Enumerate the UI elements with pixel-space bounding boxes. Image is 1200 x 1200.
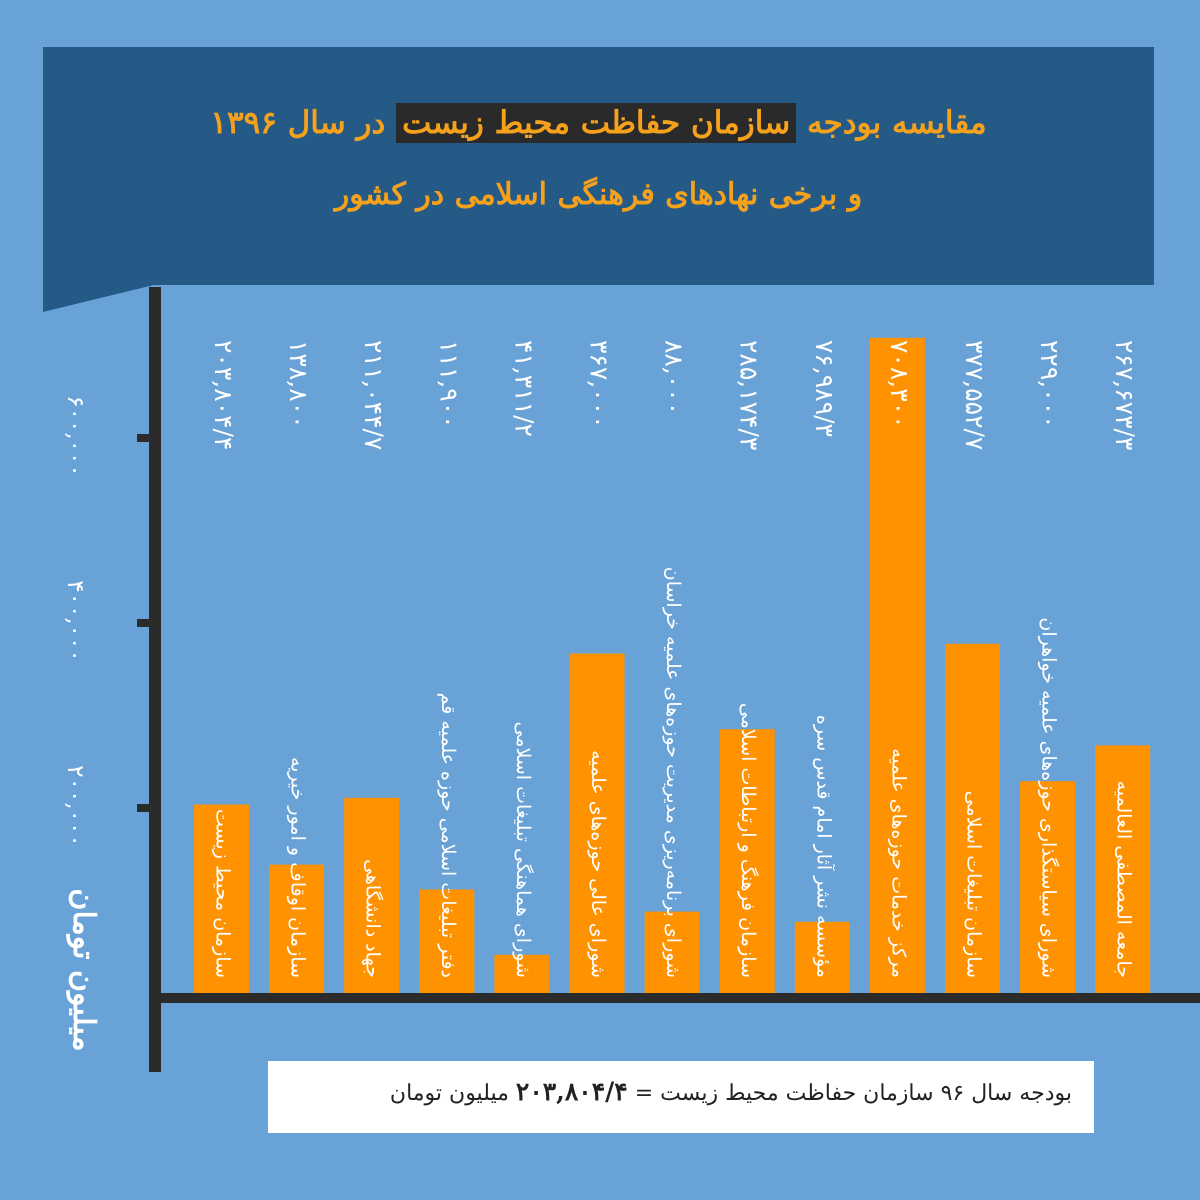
- category-label: شورای برنامه‌ریزی مدیریت حوزه‌های علمیه …: [662, 567, 684, 978]
- title-suffix: در سال ۱۳۹۶: [210, 105, 397, 141]
- bar: [419, 889, 475, 993]
- category-label: مؤسسه نشر آثار امام قدس سره: [812, 715, 835, 978]
- footnote-prefix: بودجه سال ۹۶ سازمان حفاظت محیط زیست =: [627, 1081, 1072, 1106]
- bar: [1095, 745, 1151, 993]
- data-label: ۳۶۷,۰۰۰: [585, 340, 614, 429]
- data-label: ۲۲۹,۰۰۰: [1035, 340, 1064, 429]
- y-tick-label: ۶۰۰,۰۰۰: [62, 395, 88, 476]
- category-label: سازمان محیط زیست: [212, 809, 234, 978]
- data-label: ۱۳۸,۸۰۰: [284, 340, 313, 429]
- data-label: ۲۸۵,۱۷۴/۳: [735, 340, 764, 450]
- bar: [494, 954, 550, 993]
- category-label: مرکز خدمات حوزه‌های علمیه: [887, 748, 909, 978]
- data-label: ۳۷۷,۵۵۲/۷: [960, 340, 989, 450]
- category-label: سازمان تبلیغات اسلامی: [963, 791, 985, 978]
- data-label: ۲۱۱,۰۴۴/۷: [359, 340, 388, 450]
- title-highlight: سازمان حفاظت محیط زیست: [396, 103, 797, 143]
- category-label: جامعه المصطفی العالمیه: [1113, 781, 1135, 978]
- y-axis-title: میلیون تومان: [66, 888, 101, 1051]
- title-banner-tail: [43, 284, 158, 312]
- category-label: شورای سیاستگذاری حوزه‌های علمیه خواهران: [1038, 617, 1061, 978]
- bar: [794, 921, 850, 993]
- data-label: ۷۰۸,۳۰۰: [885, 340, 914, 429]
- data-label: ۱۱۱,۹۰۰: [434, 340, 463, 429]
- data-label: ۲۶۷,۶۷۳/۳: [1110, 340, 1139, 450]
- bar: [344, 797, 400, 993]
- category-label: دفتر تبلیغات اسلامی حوزه علمیه قم: [437, 693, 459, 978]
- title-banner: مقایسه بودجه سازمان حفاظت محیط زیست در س…: [43, 47, 1154, 285]
- bar: [1020, 781, 1076, 993]
- footnote-value: ۲۰۳,۸۰۴/۴: [515, 1077, 628, 1106]
- data-label: ۲۰۳,۸۰۴/۴: [209, 340, 238, 450]
- bar: [945, 643, 1000, 993]
- bar: [269, 864, 325, 993]
- title-prefix: مقایسه بودجه: [796, 105, 987, 141]
- category-label: سازمان فرهنگ و ارتباطات اسلامی: [737, 703, 760, 978]
- bar: [569, 653, 625, 993]
- footnote-box: بودجه سال ۹۶ سازمان حفاظت محیط زیست = ۲۰…: [268, 1061, 1094, 1133]
- bar: [644, 911, 700, 993]
- bar: [194, 804, 249, 993]
- footnote-suffix: میلیون تومان: [389, 1081, 516, 1106]
- chart-title-line-2: و برخی نهادهای فرهنگی اسلامی در کشور: [334, 177, 863, 212]
- y-tick-label: ۴۰۰,۰۰۰: [62, 580, 88, 661]
- data-label: ۸۸,۰۰۰: [660, 340, 689, 415]
- y-tick-label: ۲۰۰,۰۰۰: [62, 765, 88, 846]
- chart-title-line-1: مقایسه بودجه سازمان حفاظت محیط زیست در س…: [43, 103, 1154, 143]
- category-label: جهاد دانشگاهی: [362, 859, 385, 978]
- category-label: سازمان اوقاف و امور خیریه: [287, 757, 309, 978]
- category-label: شورای عالی حوزه‌های علمیه: [587, 750, 609, 978]
- data-label: ۷۶,۹۸۹/۳: [810, 340, 839, 437]
- bar: [719, 729, 775, 993]
- category-label: شورای هماهنگی تبلیغات اسلامی: [512, 722, 535, 979]
- bar: [869, 337, 925, 993]
- data-label: ۴۱,۳۱۱/۲: [509, 340, 538, 437]
